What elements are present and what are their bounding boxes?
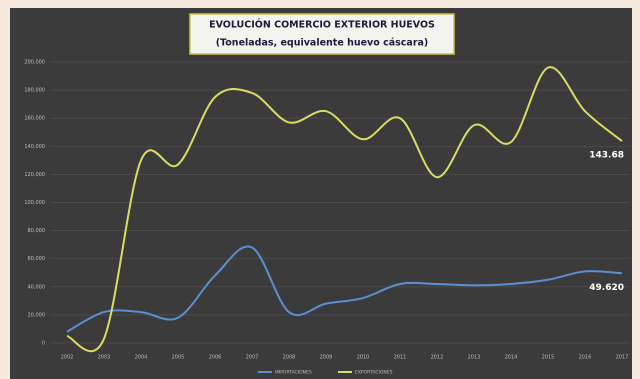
x-tick-label: 2012 (431, 355, 444, 361)
x-tick-label: 2009 (320, 355, 333, 361)
x-tick-label: 2017 (616, 355, 629, 361)
x-tick-label: 2014 (505, 355, 518, 361)
legend-label: EXPORTACIONES (355, 370, 393, 376)
title-box (189, 13, 455, 55)
chart-title: EVOLUCIÓN COMERCIO EXTERIOR HUEVOS (209, 19, 435, 31)
x-tick-label: 2016 (579, 355, 592, 361)
chart-background (10, 8, 632, 379)
y-tick-label: 160,000 (24, 116, 45, 122)
y-tick-label: 120,000 (24, 172, 45, 178)
x-tick-label: 2006 (209, 355, 222, 361)
x-tick-label: 2008 (283, 355, 296, 361)
x-tick-label: 2011 (394, 355, 407, 361)
x-tick-label: 2005 (172, 355, 185, 361)
y-tick-label: 200,000 (24, 60, 45, 66)
series-line (66, 66, 623, 353)
x-tick-label: 2004 (135, 355, 148, 361)
x-tick-label: 2013 (468, 355, 481, 361)
y-tick-label: 80,000 (28, 228, 46, 234)
x-tick-label: 2015 (542, 355, 555, 361)
y-tick-label: 60,000 (28, 256, 46, 262)
x-tick-label: 2003 (98, 355, 111, 361)
chart-subtitle: (Toneladas, equivalente huevo cáscara) (216, 38, 429, 49)
value-label: 49.620 (589, 283, 624, 293)
series-line (66, 245, 623, 333)
value-label: 143.68 (589, 151, 624, 161)
y-tick-label: 140,000 (24, 144, 45, 150)
x-tick-label: 2002 (61, 355, 74, 361)
legend-label: IMPORTACIONES (275, 370, 312, 376)
y-tick-label: 0 (42, 341, 45, 347)
y-tick-label: 100,000 (24, 200, 45, 206)
x-tick-label: 2007 (246, 355, 259, 361)
y-tick-label: 40,000 (28, 284, 46, 290)
y-tick-label: 20,000 (28, 312, 46, 318)
y-tick-label: 180,000 (24, 88, 45, 94)
x-tick-label: 2010 (357, 355, 370, 361)
